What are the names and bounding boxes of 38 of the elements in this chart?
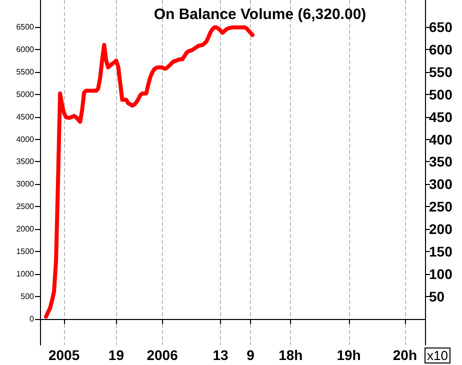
- y2-tick-label: 500: [429, 86, 453, 102]
- y2-tick-label: 650: [429, 18, 453, 35]
- y-tick-label: 2000: [16, 224, 35, 234]
- y-tick-label: 2500: [16, 202, 35, 212]
- line-series: [44, 25, 255, 319]
- y-tick-label: 4000: [16, 134, 35, 144]
- y2-tick-label: 250: [429, 198, 453, 215]
- y2-axis-title: x10: [427, 348, 448, 363]
- x-tick-label: 18h: [278, 347, 303, 363]
- y2-tick-label: 400: [429, 131, 453, 148]
- y-tick-label: 0: [30, 314, 35, 324]
- chart-title: On Balance Volume (6,320.00): [154, 6, 366, 23]
- y2-tick-label: 200: [429, 221, 453, 238]
- x-tick-label: 19h: [336, 347, 361, 363]
- y2-tick-label: 150: [429, 244, 453, 260]
- y-tick-label: 1000: [16, 270, 35, 279]
- x-tick-label: 19: [108, 347, 124, 363]
- y-tick-label: 6500: [16, 22, 35, 32]
- y-tick-label: 5500: [16, 67, 35, 76]
- y-tick-label: 3000: [16, 180, 35, 189]
- y-tick-label: 5000: [16, 90, 35, 99]
- y-tick-label: 3500: [16, 157, 35, 166]
- y2-tick-label: 100: [429, 266, 453, 282]
- x-tick-label: 2006: [146, 347, 178, 363]
- x-tick-label: 20h: [392, 347, 418, 363]
- y2-tick-label: 300: [429, 176, 453, 192]
- y-tick-label: 4500: [16, 112, 35, 122]
- y2-tick-label: 350: [429, 154, 453, 170]
- y-tick-label: 1500: [16, 247, 35, 256]
- y2-tick-label: 600: [429, 41, 453, 58]
- y-tick-label: 6000: [16, 44, 35, 54]
- y2-tick-label: 550: [429, 64, 453, 80]
- x-tick-label: 2005: [48, 347, 80, 363]
- y-tick-label: 500: [20, 292, 35, 301]
- x-tick-label: 9: [246, 347, 255, 363]
- y2-tick-label: 450: [429, 108, 453, 125]
- x-tick-label: 13: [212, 347, 228, 363]
- y2-tick-label: 50: [429, 288, 445, 304]
